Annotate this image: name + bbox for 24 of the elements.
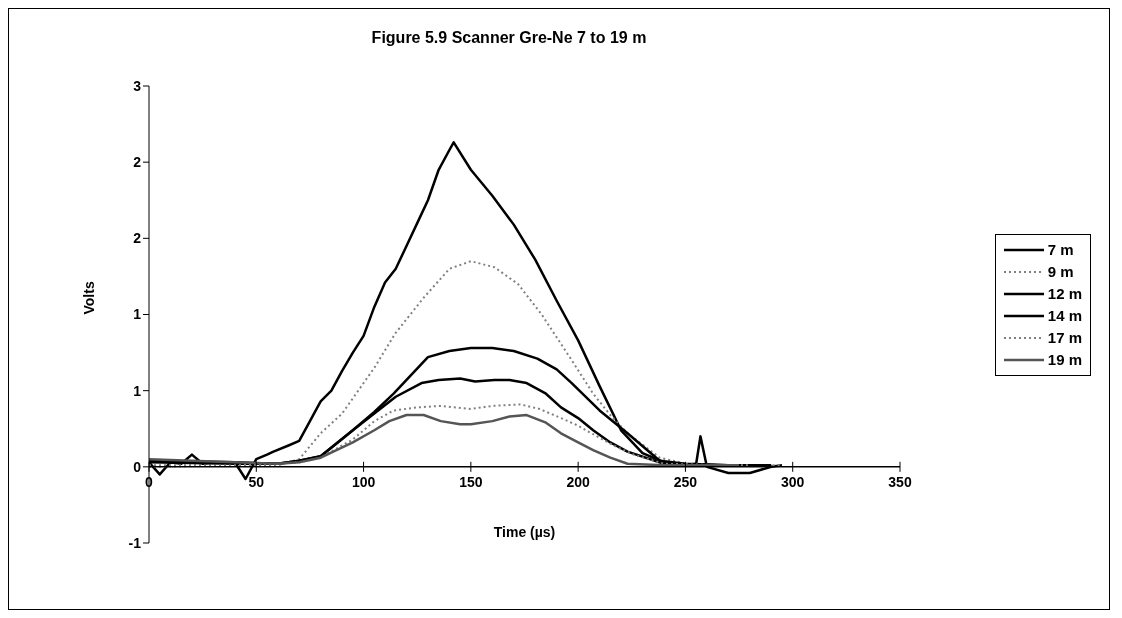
x-tick-label: 100 [351, 473, 376, 490]
legend-label: 19 m [1047, 350, 1082, 370]
y-axis-title: Volts [80, 281, 97, 315]
legend-label: 12 m [1047, 284, 1082, 304]
x-tick-label: 150 [459, 473, 483, 490]
x-tick-label: 250 [673, 473, 698, 490]
legend-label: 7 m [1047, 240, 1074, 260]
legend-label: 9 m [1047, 262, 1074, 282]
y-tick-label: 2 [133, 230, 142, 247]
y-tick-label: 1 [133, 382, 142, 399]
legend-label: 14 m [1047, 306, 1082, 326]
y-tick-label: -1 [128, 534, 142, 551]
x-tick-label: 350 [888, 473, 912, 490]
y-tick-label: 2 [133, 154, 142, 171]
y-tick-label: 1 [133, 306, 142, 323]
x-axis-title: Time (µs) [492, 524, 557, 540]
x-tick-label: 200 [566, 473, 591, 490]
x-tick-label: 0 [145, 473, 154, 490]
y-tick-label: 0 [133, 458, 142, 475]
x-tick-label: 50 [248, 473, 265, 490]
y-tick-label: 3 [133, 77, 142, 94]
chart-title: Figure 5.9 Scanner Gre-Ne 7 to 19 m [370, 29, 648, 47]
legend-label: 17 m [1047, 328, 1082, 348]
x-tick-label: 300 [781, 473, 805, 490]
